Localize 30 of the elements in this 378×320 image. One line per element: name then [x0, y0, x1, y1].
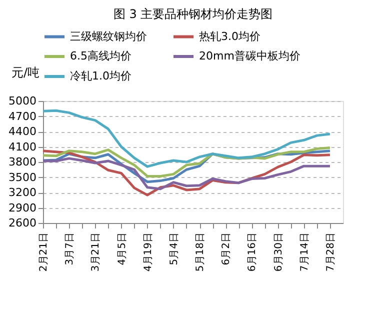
x-tick-label: 5月4日 [168, 232, 180, 266]
legend-label: 三级螺纹钢均价 [70, 30, 147, 43]
x-tick-label: 2月21日 [38, 232, 50, 272]
legend-label: 20mm普碳中板均价 [199, 50, 300, 62]
line-series [42, 109, 332, 168]
line-series [42, 157, 332, 190]
legend-label: 冷轧1.0均价 [70, 70, 132, 82]
y-tick-label: 4100 [8, 140, 36, 154]
y-tick-label: 4400 [8, 125, 36, 138]
y-tick-label: 5000 [8, 94, 36, 108]
x-tick-label: 7月14日 [299, 232, 310, 272]
chart-title: 图 3 主要品种钢材均价走势图 [113, 7, 273, 21]
y-axis-title: 元/吨 [12, 66, 40, 80]
x-tick-label: 5月18日 [195, 232, 206, 272]
x-tick-label: 6月30日 [273, 232, 284, 272]
x-tick-label: 6月2日 [221, 232, 232, 266]
x-tick-label: 7月28日 [325, 232, 336, 272]
y-tick-label: 3200 [8, 186, 36, 199]
y-tick-label: 4700 [8, 110, 36, 123]
x-tick-label: 3月21日 [90, 232, 102, 272]
y-tick-label: 3800 [8, 156, 36, 168]
legend-label: 热轧3.0均价 [199, 30, 260, 43]
y-tick-label: 2900 [8, 201, 36, 214]
y-tick-label: 3500 [8, 170, 36, 184]
y-tick-label: 2600 [8, 216, 36, 230]
x-tick-label: 4月5日 [116, 232, 128, 266]
legend-label: 6.5高线均价 [70, 50, 132, 62]
x-tick-label: 6月16日 [247, 232, 258, 272]
x-tick-label: 4月19日 [142, 232, 154, 272]
x-tick-label: 3月7日 [64, 232, 76, 266]
